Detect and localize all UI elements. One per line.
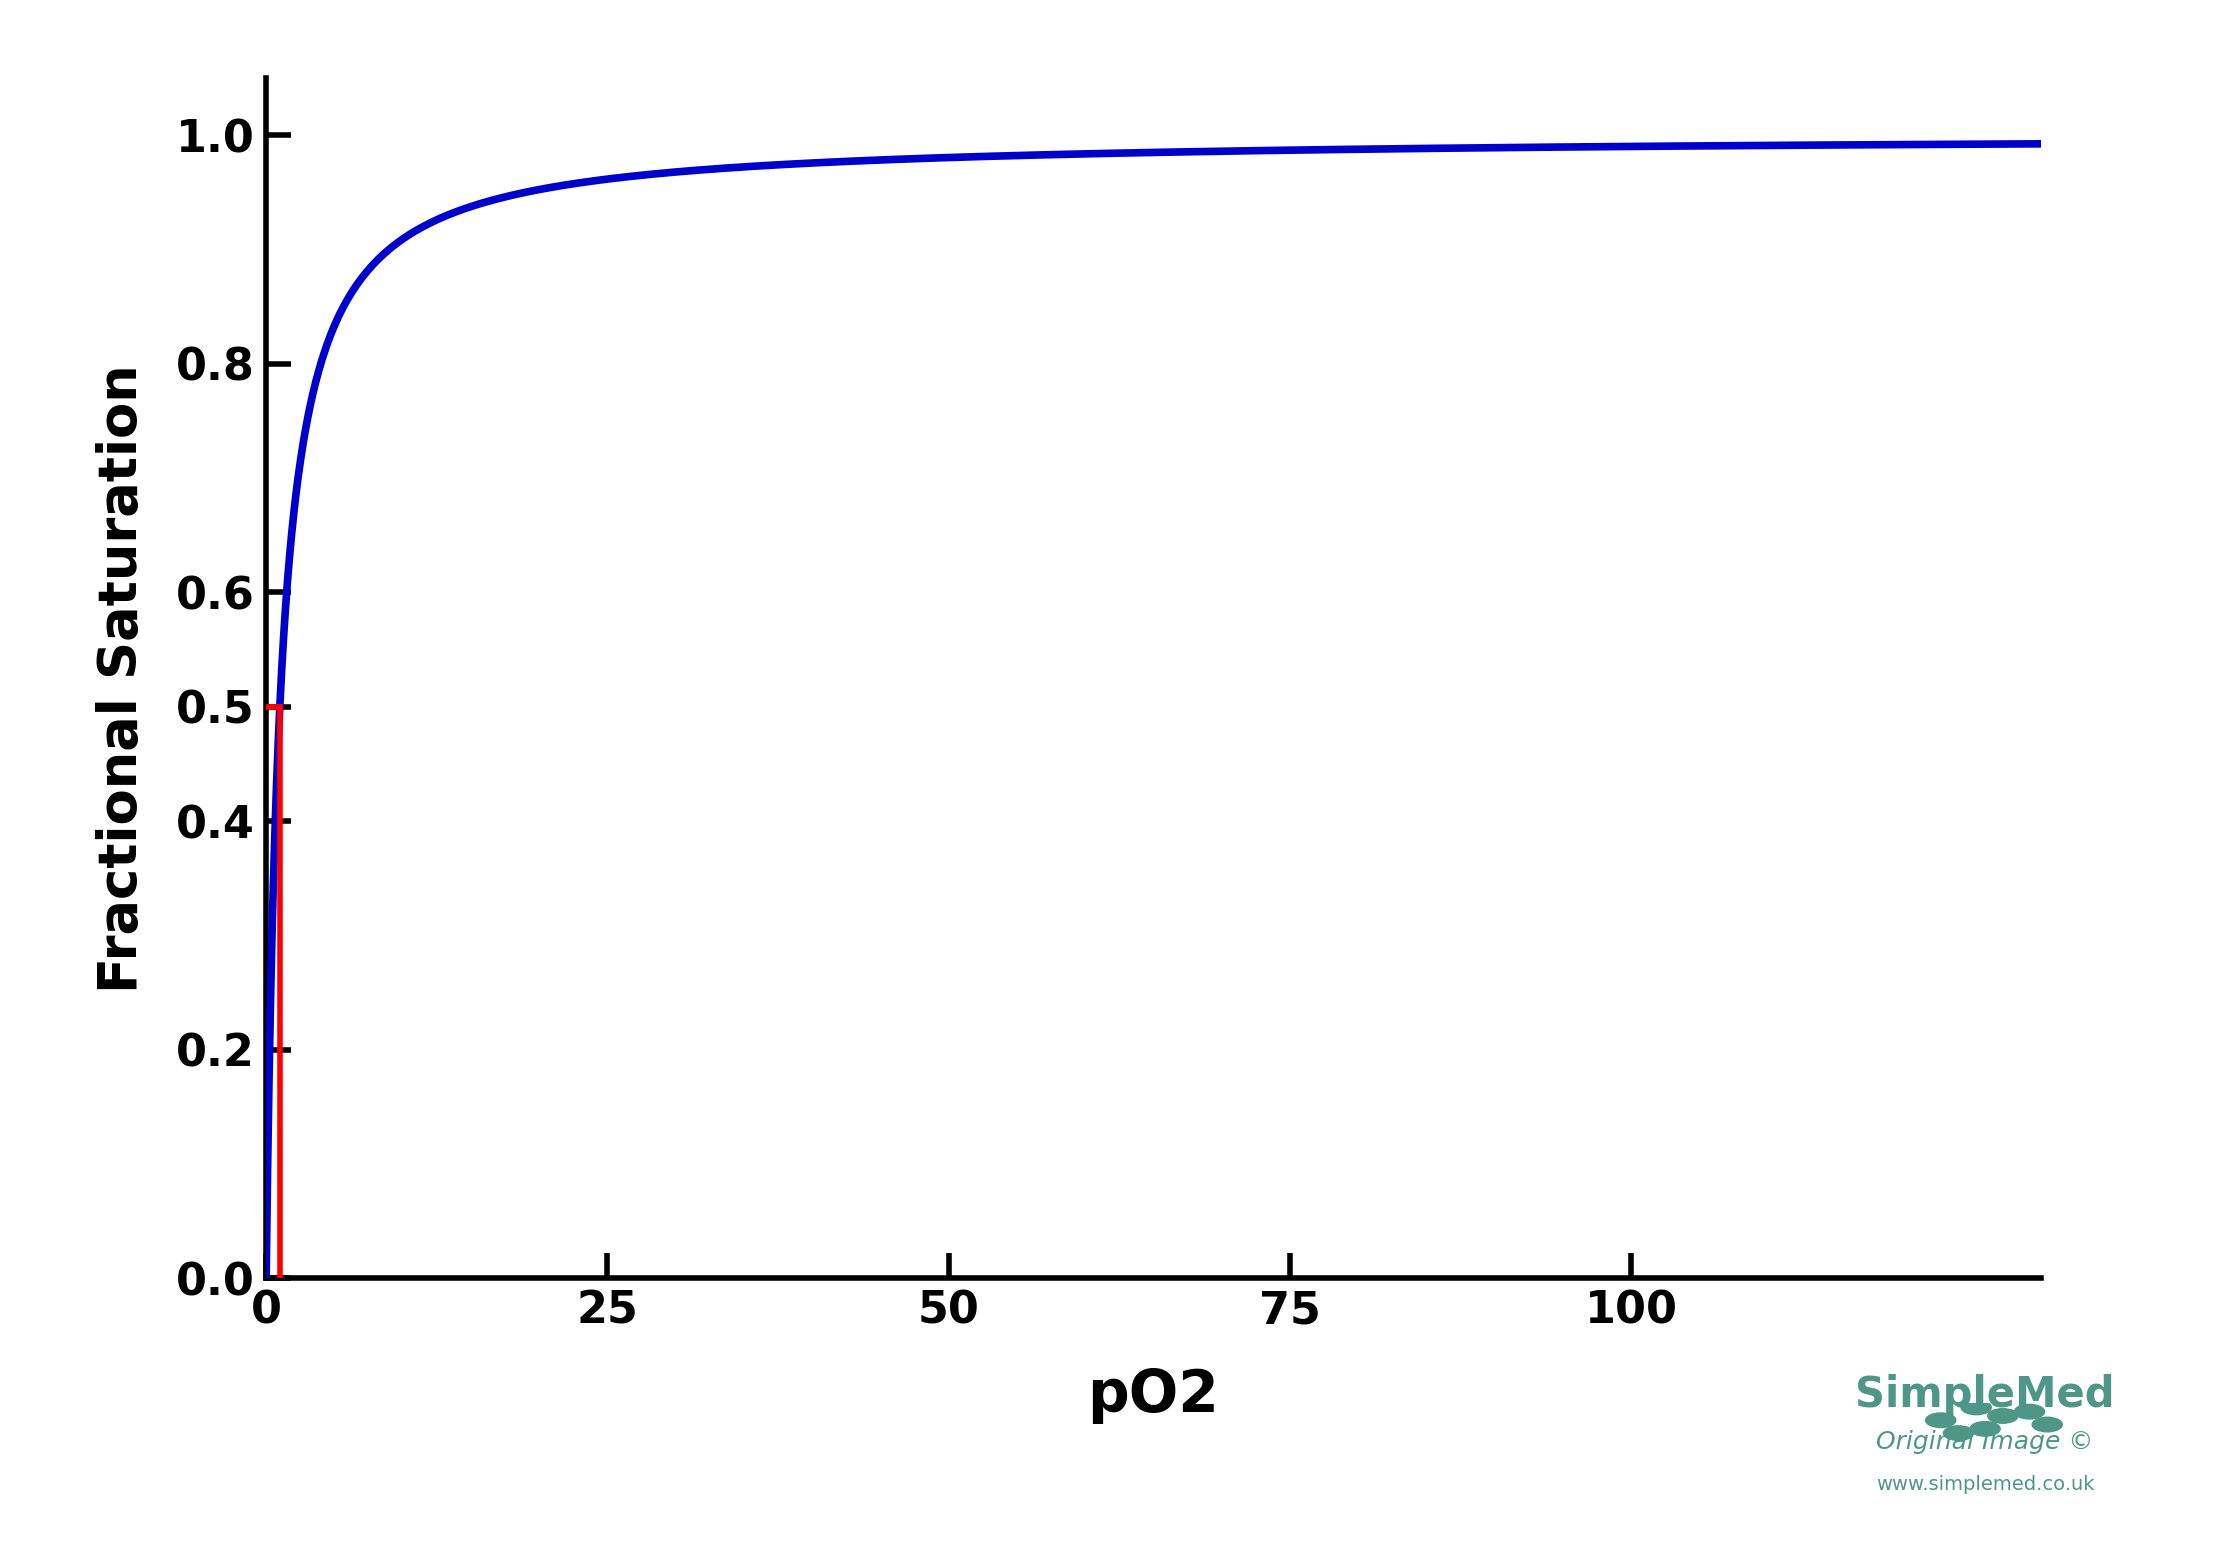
- Circle shape: [1943, 1426, 1974, 1441]
- Circle shape: [2014, 1405, 2045, 1419]
- Text: Original Image ©: Original Image ©: [1876, 1430, 2094, 1455]
- Circle shape: [2032, 1417, 2063, 1431]
- Circle shape: [1987, 1409, 2018, 1423]
- Circle shape: [1925, 1412, 1956, 1428]
- Circle shape: [1961, 1400, 1992, 1414]
- Y-axis label: Fractional Saturation: Fractional Saturation: [95, 363, 149, 993]
- Circle shape: [1970, 1422, 2001, 1436]
- X-axis label: pO2: pO2: [1087, 1367, 1220, 1425]
- Text: www.simplemed.co.uk: www.simplemed.co.uk: [1876, 1475, 2094, 1494]
- Text: SimpleMed: SimpleMed: [1854, 1375, 2116, 1416]
